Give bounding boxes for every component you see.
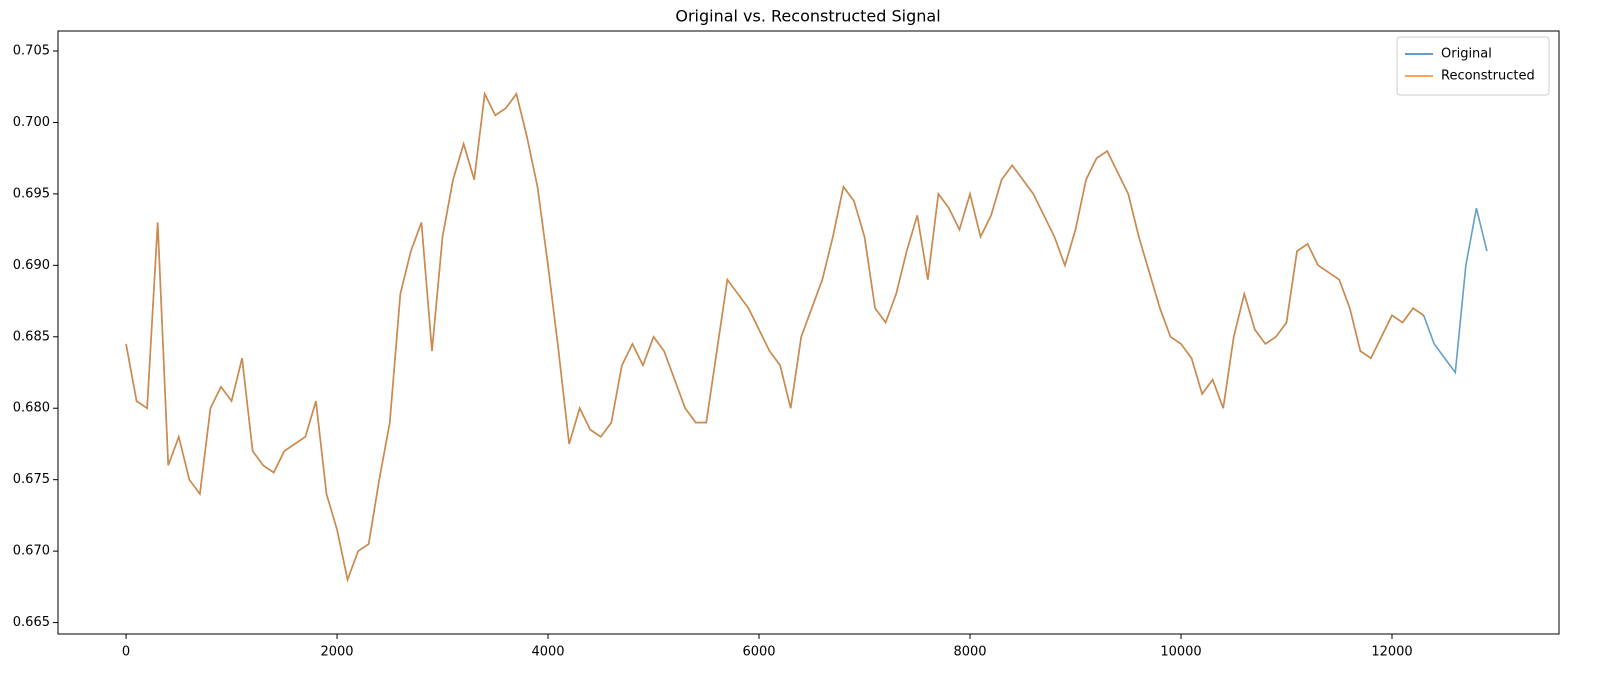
y-tick-label: 0.665 bbox=[13, 615, 50, 630]
legend: Original Reconstructed bbox=[1396, 36, 1550, 96]
legend-label: Original bbox=[1441, 47, 1492, 62]
plot-frame bbox=[57, 30, 1560, 635]
chart-title: Original vs. Reconstructed Signal bbox=[675, 7, 940, 26]
y-tick-label: 0.670 bbox=[13, 544, 50, 559]
series-line bbox=[125, 91, 1425, 583]
x-tick-label: 12000 bbox=[1371, 645, 1412, 660]
x-tick-label: 2000 bbox=[320, 645, 353, 660]
y-tick-label: 0.675 bbox=[13, 472, 50, 487]
legend-box bbox=[1396, 36, 1550, 96]
x-tick-label: 10000 bbox=[1160, 645, 1201, 660]
x-tick-label: 6000 bbox=[742, 645, 775, 660]
x-tick-label: 8000 bbox=[953, 645, 986, 660]
y-tick-label: 0.690 bbox=[13, 258, 50, 273]
y-tick-label: 0.685 bbox=[13, 329, 50, 344]
legend-label: Reconstructed bbox=[1441, 69, 1535, 84]
x-tick-label: 4000 bbox=[531, 645, 564, 660]
y-tick-label: 0.695 bbox=[13, 186, 50, 201]
y-tick-label: 0.680 bbox=[13, 401, 50, 416]
y-tick-label: 0.700 bbox=[13, 115, 50, 130]
y-tick-label: 0.705 bbox=[13, 44, 50, 59]
x-tick-label: 0 bbox=[122, 645, 130, 660]
